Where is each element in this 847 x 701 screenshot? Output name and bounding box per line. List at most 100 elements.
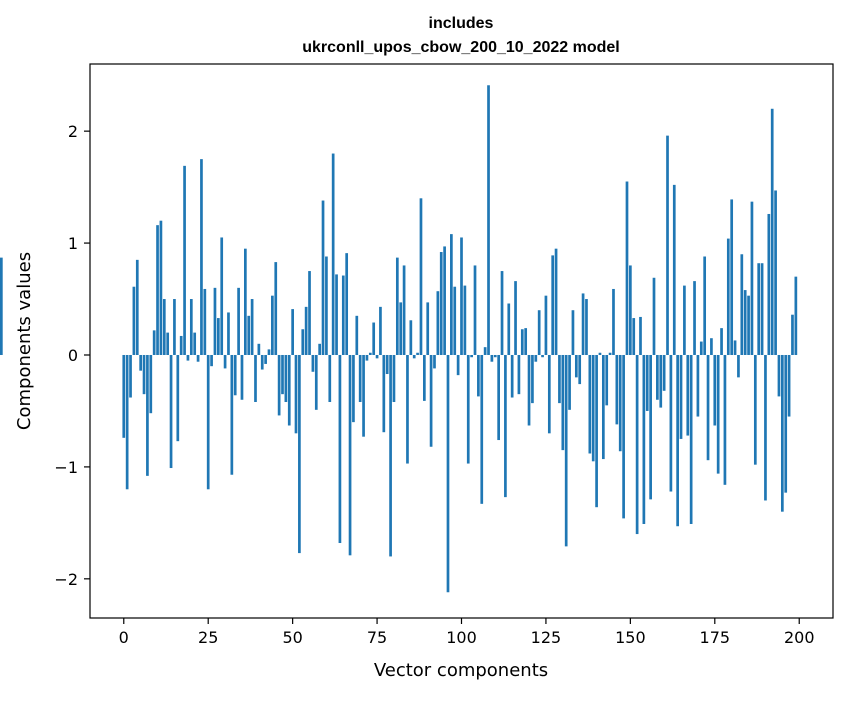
y-tick-label: −1 — [54, 458, 78, 477]
bar — [777, 354, 781, 397]
bar — [139, 354, 143, 371]
bar — [186, 354, 190, 361]
bar — [747, 295, 750, 355]
bar — [0, 257, 3, 355]
bar — [625, 181, 629, 355]
bar — [750, 201, 754, 355]
bar — [311, 354, 315, 372]
bar — [737, 354, 740, 378]
bar — [524, 328, 528, 355]
bar — [487, 85, 490, 355]
bar — [770, 108, 774, 355]
bar — [504, 354, 507, 498]
bar — [537, 310, 541, 355]
x-tick-label: 200 — [784, 628, 815, 647]
bar — [244, 248, 247, 355]
y-tick-label: 0 — [68, 346, 78, 365]
bar — [456, 354, 460, 376]
bar — [254, 354, 257, 402]
bar — [490, 354, 494, 362]
bar — [189, 299, 193, 355]
x-axis-ticks: 0 25 50 75 100 125 150 175 200 — [119, 618, 815, 647]
bar — [629, 265, 632, 355]
bar — [423, 354, 426, 401]
bar — [355, 315, 359, 355]
bar — [585, 299, 588, 355]
bar — [588, 354, 592, 454]
bar — [382, 354, 386, 433]
bar — [365, 354, 369, 361]
bar — [618, 354, 622, 452]
bar — [402, 265, 406, 355]
bar — [622, 354, 625, 519]
bar — [784, 354, 788, 493]
bar — [308, 271, 311, 355]
bar — [169, 354, 173, 469]
x-tick-label: 125 — [531, 628, 562, 647]
bar — [298, 354, 301, 554]
bar — [470, 354, 473, 358]
bar — [466, 354, 470, 464]
bar — [368, 352, 372, 355]
bar — [730, 199, 734, 355]
bar — [672, 184, 676, 355]
bar — [395, 257, 399, 355]
bar — [656, 354, 659, 400]
y-tick-label: 2 — [68, 122, 78, 141]
bar — [699, 341, 703, 355]
bar — [473, 265, 477, 355]
bar — [632, 318, 636, 355]
bar — [159, 220, 163, 355]
bar — [227, 312, 230, 355]
bar — [723, 354, 727, 485]
chart-subtitle: ukrconll_upos_cbow_200_10_2022 model — [302, 39, 619, 56]
bar — [703, 256, 707, 355]
bar — [213, 287, 217, 355]
bar — [493, 354, 497, 358]
bar — [152, 330, 156, 355]
bar — [561, 354, 565, 451]
bar — [601, 354, 605, 460]
bar — [372, 322, 376, 355]
bar — [146, 354, 149, 476]
bar — [284, 354, 288, 402]
y-tick-label: −2 — [54, 570, 78, 589]
bar — [348, 354, 352, 556]
bar — [683, 285, 686, 355]
bar — [716, 354, 720, 474]
bar — [531, 354, 534, 404]
bar — [399, 302, 403, 355]
bar — [689, 354, 693, 524]
bar — [345, 253, 349, 355]
bar — [264, 354, 267, 364]
bar — [527, 354, 531, 426]
bar — [162, 299, 166, 355]
bar — [794, 276, 798, 355]
bar — [216, 318, 220, 355]
bar — [726, 238, 730, 355]
bar — [439, 252, 443, 355]
bar — [764, 354, 767, 501]
bar — [362, 354, 365, 437]
bar — [379, 306, 382, 355]
bar — [314, 354, 318, 410]
bar — [500, 271, 504, 355]
bar — [321, 200, 325, 355]
bar — [132, 286, 136, 355]
bar — [325, 256, 328, 355]
bar — [196, 354, 200, 362]
bar — [328, 354, 332, 402]
bar — [176, 354, 180, 442]
bar — [318, 343, 321, 355]
bar — [406, 354, 409, 464]
plot-frame — [89, 63, 834, 619]
bar — [497, 354, 500, 441]
bar — [385, 354, 389, 375]
bar — [591, 354, 595, 462]
bar — [443, 246, 446, 355]
bar — [791, 314, 794, 355]
bar — [267, 349, 271, 355]
bars-group — [0, 85, 798, 593]
